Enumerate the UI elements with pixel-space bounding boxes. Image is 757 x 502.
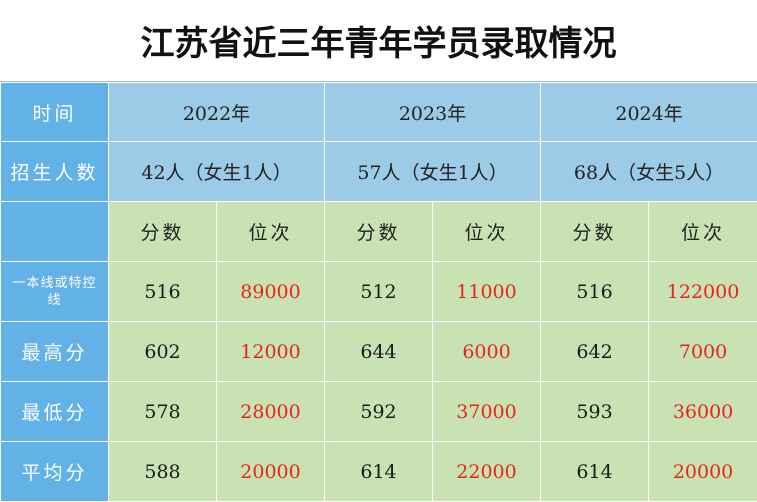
line-row: 一本线或特控线 516 89000 512 11000 516 122000	[1, 262, 757, 322]
rank-cell: 122000	[649, 262, 757, 322]
rank-cell: 22000	[433, 442, 541, 502]
score-cell: 642	[541, 322, 649, 382]
rank-cell: 28000	[217, 382, 325, 442]
rank-cell: 36000	[649, 382, 757, 442]
score-header: 分数	[325, 202, 433, 262]
score-cell: 588	[109, 442, 217, 502]
score-cell: 644	[325, 322, 433, 382]
lowest-row: 最低分 578 28000 592 37000 593 36000	[1, 382, 757, 442]
blank-cell	[1, 202, 109, 262]
score-cell: 614	[541, 442, 649, 502]
highest-row: 最高分 602 12000 644 6000 642 7000	[1, 322, 757, 382]
rank-header: 位次	[649, 202, 757, 262]
rank-cell: 20000	[649, 442, 757, 502]
enrolled-2022: 42人（女生1人）	[109, 142, 325, 202]
year-2023: 2023年	[325, 83, 541, 142]
rank-header: 位次	[217, 202, 325, 262]
rank-cell: 37000	[433, 382, 541, 442]
rank-cell: 6000	[433, 322, 541, 382]
row-label-average: 平均分	[1, 442, 109, 502]
page-title: 江苏省近三年青年学员录取情况	[0, 0, 757, 82]
rank-cell: 89000	[217, 262, 325, 322]
rank-cell: 7000	[649, 322, 757, 382]
score-cell: 512	[325, 262, 433, 322]
enrolled-2023: 57人（女生1人）	[325, 142, 541, 202]
score-cell: 516	[109, 262, 217, 322]
sub-header-row: 分数 位次 分数 位次 分数 位次	[1, 202, 757, 262]
row-label-enrolled: 招生人数	[1, 142, 109, 202]
row-label-highest: 最高分	[1, 322, 109, 382]
score-header: 分数	[541, 202, 649, 262]
year-2022: 2022年	[109, 83, 325, 142]
enrolled-2024: 68人（女生5人）	[541, 142, 757, 202]
score-cell: 578	[109, 382, 217, 442]
year-row: 时间 2022年 2023年 2024年	[1, 83, 757, 142]
score-header: 分数	[109, 202, 217, 262]
rank-cell: 12000	[217, 322, 325, 382]
average-row: 平均分 588 20000 614 22000 614 20000	[1, 442, 757, 502]
year-2024: 2024年	[541, 83, 757, 142]
score-cell: 592	[325, 382, 433, 442]
score-cell: 614	[325, 442, 433, 502]
score-cell: 602	[109, 322, 217, 382]
score-cell: 516	[541, 262, 649, 322]
row-label-line: 一本线或特控线	[1, 262, 109, 322]
admission-table: 时间 2022年 2023年 2024年 招生人数 42人（女生1人） 57人（…	[0, 82, 757, 502]
rank-cell: 11000	[433, 262, 541, 322]
score-cell: 593	[541, 382, 649, 442]
enrolled-row: 招生人数 42人（女生1人） 57人（女生1人） 68人（女生5人）	[1, 142, 757, 202]
row-label-time: 时间	[1, 83, 109, 142]
rank-header: 位次	[433, 202, 541, 262]
row-label-lowest: 最低分	[1, 382, 109, 442]
rank-cell: 20000	[217, 442, 325, 502]
